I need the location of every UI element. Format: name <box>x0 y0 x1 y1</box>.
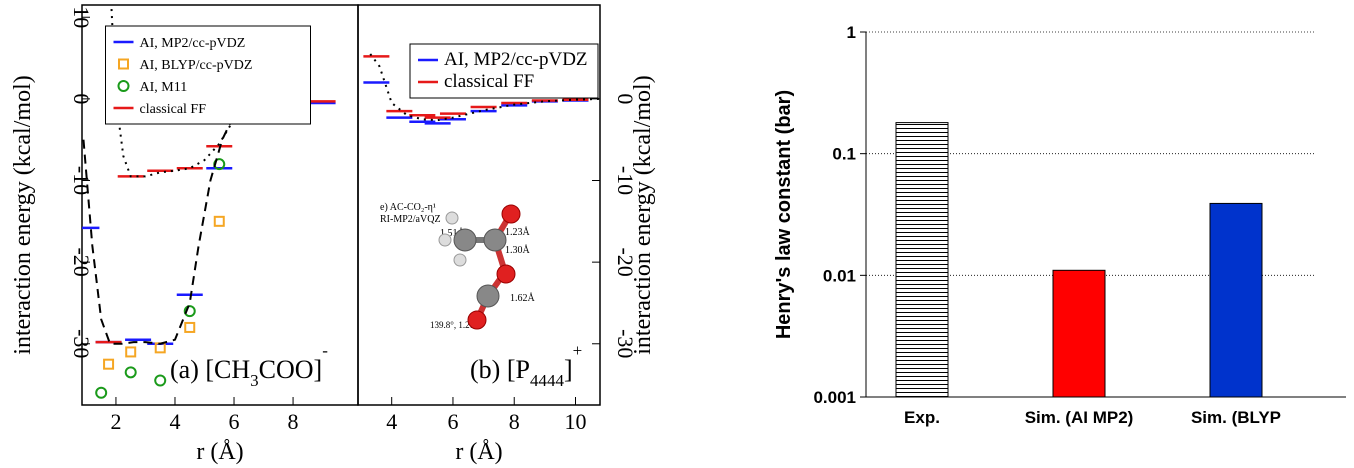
x-tick-label: 8 <box>288 409 299 434</box>
panel-label-part: COO] <box>259 355 323 384</box>
circle-mark <box>183 305 196 318</box>
legend-box <box>409 43 599 99</box>
panel-a: 2 4 6 8 -30 -20 -10 0 10 r (Å) interaction energy … <box>10 4 359 465</box>
y-tick-label: -20 <box>69 247 94 276</box>
annotation: 139.8°, 1.21Å <box>430 320 481 330</box>
fit-line <box>110 9 264 178</box>
y-tick-label: -10 <box>613 166 638 195</box>
x-tick-label: Sim. (BLYP <box>1191 408 1281 427</box>
legend-label: classical FF <box>444 71 534 92</box>
bar <box>895 122 949 398</box>
square-mark <box>184 321 196 333</box>
x-axis-label: r (Å) <box>455 439 502 465</box>
x-tick-label: 6 <box>229 409 240 434</box>
panel-label-part: 4444 <box>530 371 565 390</box>
panel-label-part: (b) [P <box>470 355 530 384</box>
panel-label-part: ] <box>564 355 573 384</box>
legend-swatch <box>118 58 129 70</box>
legend-label: classical FF <box>140 102 207 117</box>
x-tick-label: Exp. <box>904 408 940 427</box>
x-tick-label: Sim. (AI MP2) <box>1025 408 1134 427</box>
legend-label: AI, BLYP/cc-pVDZ <box>140 58 253 73</box>
x-tick-label: 8 <box>509 409 520 434</box>
y-axis-label: interaction energy (kcal/mol) <box>630 75 656 354</box>
y-tick-label: 0.1 <box>832 145 856 164</box>
circle-mark <box>95 386 108 399</box>
panel-label-part: 3 <box>250 371 259 390</box>
annotation: 1.23Å <box>505 226 531 238</box>
plot-frame <box>357 4 601 406</box>
panel-b: 4 6 8 10 -30 -20 -10 0 r (Å) interaction energy (… <box>357 4 656 465</box>
annotation: 1.62Å <box>510 292 536 304</box>
y-tick-label: 10 <box>69 6 94 28</box>
y-tick-label: 0.01 <box>823 266 856 285</box>
annotation: e) AC-CO₂-η¹ <box>380 202 436 213</box>
panel-label-part: (a) [CH <box>170 355 250 384</box>
x-tick-label: 4 <box>169 409 180 434</box>
legend-swatch <box>117 80 130 92</box>
x-tick-label: 10 <box>564 409 586 434</box>
square-mark <box>103 358 115 370</box>
panel-label: (b) [P4444]+ <box>470 341 582 390</box>
annotation: RI-MP2/aVQZ <box>380 214 441 225</box>
square-mark <box>213 215 225 227</box>
legend-label: AI, MP2/cc-pVDZ <box>444 49 588 70</box>
y-tick-label: 1 <box>847 23 856 42</box>
y-tick-label: 0 <box>69 93 94 104</box>
circle-mark <box>124 366 137 379</box>
y-axis-label: Henry's law constant (bar) <box>773 90 795 339</box>
bar <box>1209 202 1263 398</box>
bar <box>1052 269 1106 398</box>
y-tick-label: -30 <box>613 329 638 358</box>
legend-box <box>105 25 311 125</box>
plot-area <box>363 53 600 125</box>
y-tick-label: 0.001 <box>813 388 856 407</box>
panel-label-part: + <box>573 341 583 360</box>
fit-line <box>82 97 264 345</box>
panel-label: (a) [CH3COO]- <box>170 341 328 390</box>
x-tick-label: 2 <box>110 409 121 434</box>
square-mark <box>125 346 137 358</box>
y-tick-label: -20 <box>613 247 638 276</box>
x-axis-label: r (Å) <box>196 439 243 465</box>
y-tick-label: 0 <box>613 93 638 104</box>
y-tick-label: -10 <box>69 166 94 195</box>
x-tick-label: 6 <box>447 409 458 434</box>
legend-label: AI, MP2/cc-pVDZ <box>140 36 246 51</box>
y-tick-label: -30 <box>69 329 94 358</box>
legend-label: AI, M11 <box>140 80 188 95</box>
fit-line <box>369 53 600 122</box>
panel-label-part: - <box>322 341 328 360</box>
annotation: 1.30Å <box>505 244 531 256</box>
y-axis-label: interaction energy (kcal/mol) <box>10 75 36 354</box>
circle-mark <box>154 374 167 387</box>
molecule <box>438 204 521 330</box>
bar-chart: 0.001 0.01 0.1 1 Henry's law constant (bar) E… <box>773 23 1346 427</box>
x-tick-label: 4 <box>386 409 397 434</box>
